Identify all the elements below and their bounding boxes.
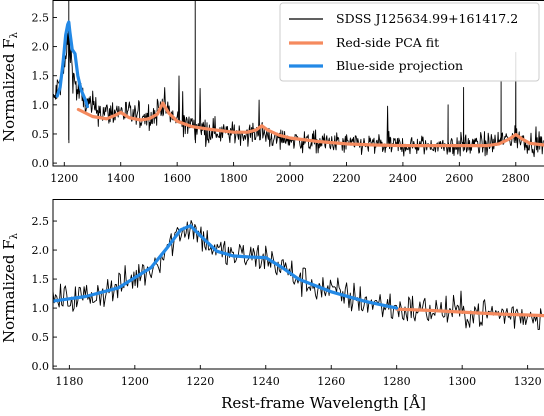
y-tick-label: 2.5 [32, 11, 50, 24]
x-tick-label: 1260 [317, 375, 345, 388]
spectrum-line [53, 220, 544, 331]
x-tick-label: 2000 [276, 172, 304, 185]
bottom-panel: 1180 1200 1220 1240 1260 1280 1300 1320 0.0 0.5 1.… [0, 199, 544, 412]
red-pca-fit-line [395, 307, 544, 318]
x-tick-label: 1220 [186, 375, 214, 388]
y-axis-label: Normalized Fλ [0, 31, 20, 142]
x-tick-label: 1200 [121, 375, 149, 388]
x-tick-label: 1280 [383, 375, 411, 388]
x-tick-label: 1300 [448, 375, 476, 388]
y-tick-label: 2.0 [32, 244, 50, 257]
legend-blue-projection-label: Blue-side projection [336, 58, 463, 73]
legend-box [279, 2, 540, 82]
plot-frame [52, 199, 544, 370]
legend: SDSS J125634.99+161417.2 Red-side PCA fit… [279, 2, 540, 82]
y-tick-label: 0.5 [32, 128, 50, 141]
y-tick-label: 2.5 [32, 215, 50, 228]
x-tick-label: 1320 [514, 375, 542, 388]
red-pca-fit-line [76, 101, 544, 148]
y-tick-label: 1.0 [32, 302, 50, 315]
x-tick-label: 2800 [502, 172, 530, 185]
legend-red-fit-label: Red-side PCA fit [336, 35, 439, 50]
spectrum-line [53, 0, 544, 158]
x-tick-label: 1200 [50, 172, 78, 185]
blue-projection-line [55, 20, 89, 109]
x-tick-label: 1800 [220, 172, 248, 185]
y-axis-label: Normalized Fλ [0, 232, 20, 343]
x-tick-label: 1400 [107, 172, 135, 185]
x-tick-label: 2200 [332, 172, 360, 185]
x-tick-label: 1240 [252, 375, 280, 388]
y-tick-label: 0.5 [32, 331, 50, 344]
x-tick-label: 1180 [55, 375, 83, 388]
top-panel: 1200 1400 1600 1800 2000 2200 2400 2600 2800 0.0 0… [0, 0, 544, 185]
x-axis-label: Rest-frame Wavelength [Å] [221, 394, 426, 412]
y-tick-label: 0.0 [32, 157, 50, 170]
legend-spectrum-label: SDSS J125634.99+161417.2 [336, 11, 518, 26]
y-tick-label: 0.0 [32, 360, 50, 373]
x-tick-label: 1600 [163, 172, 191, 185]
y-tick-label: 1.0 [32, 99, 50, 112]
x-tick-label: 2400 [389, 172, 417, 185]
y-tick-label: 1.5 [32, 70, 50, 83]
y-tick-label: 2.0 [32, 41, 50, 54]
blue-projection-line [53, 224, 399, 310]
y-tick-label: 1.5 [32, 273, 50, 286]
x-tick-label: 2600 [445, 172, 473, 185]
plot-frame [52, 0, 544, 167]
